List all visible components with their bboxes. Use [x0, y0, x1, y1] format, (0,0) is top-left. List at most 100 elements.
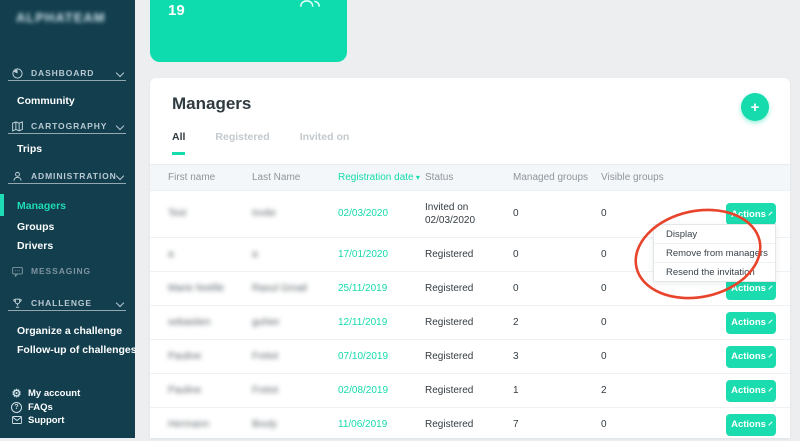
- managers-count-card: 19: [150, 0, 347, 62]
- managers-panel: Managers + All Registered Invited on First…: [150, 78, 790, 438]
- sidebar-item-organize-a-challenge[interactable]: Organize a challenge: [17, 325, 123, 337]
- sidebar-section-label: ADMINISTRATION: [31, 171, 117, 181]
- cell-first-name: Hermann: [168, 418, 210, 430]
- table-header: First name Last Name Registration date ▾ St…: [150, 164, 790, 190]
- cell-visible-groups: 0: [601, 350, 607, 362]
- cell-registration-date: 25/11/2019: [338, 282, 388, 294]
- add-manager-button[interactable]: +: [741, 93, 769, 121]
- dropdown-item-resend-the-invitation[interactable]: Resend the invitation: [666, 266, 755, 278]
- actions-button[interactable]: Actions: [726, 379, 776, 402]
- cell-last-name: Fretot: [252, 384, 279, 396]
- cell-last-name: a: [252, 248, 258, 260]
- cell-visible-groups: 0: [601, 248, 607, 260]
- tab-invited-on[interactable]: Invited on: [299, 131, 350, 143]
- actions-button[interactable]: Actions: [726, 203, 776, 225]
- cell-last-name: Invite: [252, 208, 276, 220]
- cell-managed-groups: 3: [513, 350, 519, 362]
- column-header-managed-groups[interactable]: Managed groups: [513, 172, 589, 183]
- dropdown-item-remove-from-managers[interactable]: Remove from managers: [654, 244, 775, 263]
- sidebar-item-follow-up-of-challenges[interactable]: Follow-up of challenges: [17, 344, 137, 356]
- cell-actions: Actions: [689, 311, 776, 334]
- chevron-down-icon: [768, 353, 773, 358]
- actions-button[interactable]: Actions: [726, 311, 776, 334]
- sidebar-item-managers[interactable]: Managers: [17, 200, 67, 212]
- cell-first-name: Pauline: [168, 384, 202, 396]
- sidebar-section-messaging[interactable]: MESSAGING: [0, 262, 135, 280]
- actions-button[interactable]: Actions: [726, 413, 776, 436]
- tab-registered[interactable]: Registered: [215, 131, 270, 143]
- chevron-down-icon: [768, 285, 773, 290]
- sidebar-item-my-account[interactable]: ⚙ My account: [0, 386, 135, 400]
- chevron-down-icon: [768, 421, 773, 426]
- table-row: Hermann Bouly 11/06/2019 Registered 7 0 Action…: [150, 407, 790, 441]
- actions-button-label: Actions: [731, 317, 766, 328]
- gear-icon: ⚙: [11, 387, 22, 400]
- actions-button[interactable]: Actions: [726, 345, 776, 368]
- cell-last-name: Raoul Gmail: [252, 282, 308, 294]
- cell-actions: Actions: [689, 345, 776, 368]
- cell-actions: Actions: [689, 413, 776, 436]
- user-icon: [10, 169, 24, 183]
- cell-visible-groups: 0: [601, 208, 607, 220]
- page-title: Managers: [172, 94, 252, 113]
- sidebar-item-faqs[interactable]: ? FAQs: [0, 400, 135, 414]
- cell-actions: Actions: [689, 379, 776, 402]
- column-header-visible-groups[interactable]: Visible groups: [601, 172, 664, 183]
- dropdown-item-display[interactable]: Display: [654, 225, 775, 244]
- cell-registration-date: 11/06/2019: [338, 418, 388, 430]
- gauge-icon: [10, 66, 24, 80]
- actions-button-label: Actions: [731, 208, 766, 220]
- cell-status: Registered: [425, 384, 474, 396]
- cell-managed-groups: 1: [513, 384, 519, 396]
- column-header-registration-date[interactable]: Registration date ▾: [338, 172, 420, 183]
- chevron-down-icon: [115, 68, 125, 78]
- actions-button-label: Actions: [731, 385, 766, 396]
- caret-down-icon: ▾: [413, 173, 420, 182]
- cell-last-name: Fretot: [252, 350, 279, 362]
- cell-registration-date: 07/10/2019: [338, 350, 389, 362]
- sidebar-section-challenge[interactable]: CHALLENGE: [0, 294, 135, 312]
- chevron-down-icon: [115, 171, 125, 181]
- column-header-status[interactable]: Status: [425, 172, 454, 183]
- sidebar-item-trips[interactable]: Trips: [17, 143, 43, 155]
- trophy-icon: [10, 296, 24, 310]
- chevron-down-icon: [115, 298, 125, 308]
- cell-status: Registered: [425, 350, 474, 362]
- cell-registration-date: 17/01/2020: [338, 248, 389, 260]
- cell-first-name: sebastien: [168, 316, 211, 328]
- cell-managed-groups: 0: [513, 248, 519, 260]
- cell-managed-groups: 0: [513, 282, 519, 294]
- table-row: Pauline Fretot 02/08/2019 Registered 1 2 Actio…: [150, 373, 790, 407]
- tab-all[interactable]: All: [172, 131, 186, 155]
- app-logo: ALPHATEAM: [16, 10, 106, 25]
- sidebar-section-administration[interactable]: ADMINISTRATION: [0, 167, 135, 185]
- cell-visible-groups: 0: [601, 282, 607, 294]
- footer-item-label: FAQs: [28, 401, 53, 413]
- sidebar-item-community[interactable]: Community: [17, 95, 75, 107]
- sidebar-section-label: MESSAGING: [31, 266, 92, 276]
- envelope-icon: [10, 414, 23, 427]
- cell-visible-groups: 0: [601, 316, 607, 328]
- actions-button-label: Actions: [731, 283, 766, 294]
- sidebar-section-cartography[interactable]: CARTOGRAPHY: [0, 117, 135, 135]
- cell-registration-date: 02/03/2020: [338, 208, 389, 220]
- cell-status: Invited on 02/03/2020: [425, 201, 476, 227]
- sidebar-divider: [8, 133, 126, 134]
- sidebar-item-drivers[interactable]: Drivers: [17, 240, 54, 252]
- column-header-last-name[interactable]: Last Name: [252, 172, 301, 183]
- column-header-first-name[interactable]: First name: [168, 172, 216, 183]
- cell-visible-groups: 2: [601, 384, 607, 396]
- sidebar: ALPHATEAM DASHBOARD Community CARTOGRAPHY T…: [0, 0, 137, 438]
- table-row: sebastien guhier 12/11/2019 Registered 2 0 Act…: [150, 305, 790, 339]
- footer-item-label: Support: [28, 414, 65, 426]
- sidebar-item-support[interactable]: Support: [0, 413, 135, 427]
- table-row: Pauline Fretot 07/10/2019 Registered 3 0 Actio…: [150, 339, 790, 373]
- sidebar-section-dashboard[interactable]: DASHBOARD: [0, 64, 135, 82]
- chevron-down-icon: [768, 387, 773, 392]
- cell-status: Registered: [425, 418, 474, 430]
- sidebar-divider: [8, 80, 126, 81]
- cell-managed-groups: 0: [513, 208, 519, 220]
- cell-first-name: Marie Noëlle: [168, 282, 225, 294]
- sidebar-item-groups[interactable]: Groups: [17, 221, 55, 233]
